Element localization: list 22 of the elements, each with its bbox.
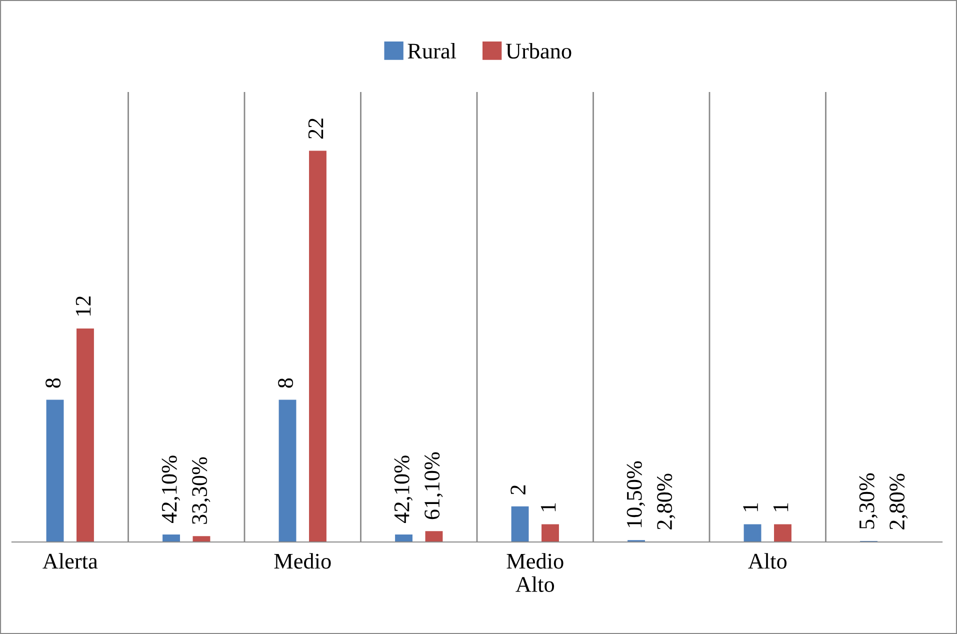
legend-label: Urbano: [506, 42, 572, 59]
x-tick-label: Alerta: [42, 553, 98, 569]
data-label: 12: [76, 296, 91, 316]
data-label: 2: [510, 485, 526, 494]
data-label: 8: [46, 378, 61, 388]
x-tick-label: Medio: [274, 553, 331, 569]
data-label: 10,50%: [626, 461, 646, 528]
data-label: 5,30%: [859, 473, 878, 529]
data-label: 33,30%: [192, 457, 210, 524]
data-label: 42,10%: [162, 456, 180, 523]
x-tick-label: Alto: [748, 553, 787, 569]
data-label: 1: [743, 503, 758, 512]
legend-label: Rural: [408, 42, 456, 59]
data-label: 2,80%: [657, 474, 676, 530]
data-label: 61,10%: [424, 452, 443, 520]
data-label: 1: [540, 503, 556, 512]
data-label: 22: [308, 118, 324, 139]
data-label: 2,80%: [890, 474, 908, 530]
data-label: 42,10%: [394, 456, 413, 523]
data-label: 8: [278, 378, 294, 388]
data-label: 1: [773, 503, 788, 512]
x-tick-label: Medio Alto: [506, 553, 564, 592]
